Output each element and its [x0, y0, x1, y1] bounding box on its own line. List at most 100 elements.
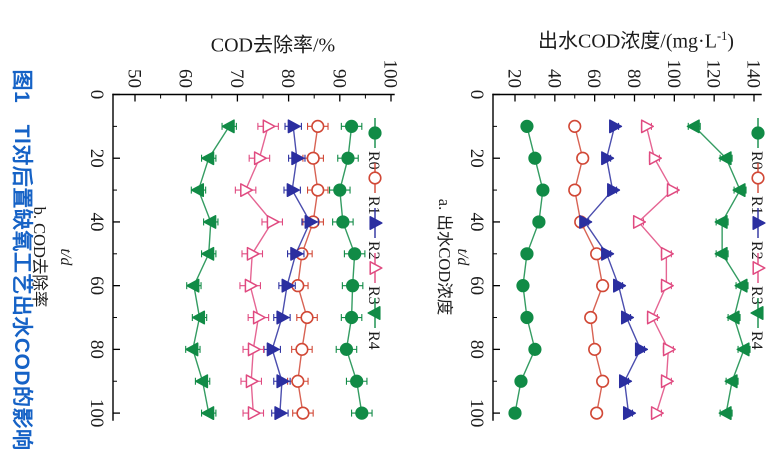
data-point-marker — [306, 151, 320, 165]
x-tick-label: 20 — [86, 149, 107, 168]
data-point-marker — [514, 374, 528, 388]
data-point-marker — [618, 374, 633, 389]
y-tick-label: 60 — [583, 69, 604, 88]
x-tick-label: 60 — [466, 276, 487, 295]
data-point-marker — [348, 247, 362, 261]
data-point-marker — [296, 406, 310, 420]
legend-item-R3: R3 — [748, 253, 766, 305]
data-point-marker — [640, 119, 655, 134]
x-tick-label: 80 — [466, 340, 487, 359]
data-point-marker — [274, 406, 288, 421]
chart-b-title-text: COD去除率/% — [210, 34, 336, 57]
y-tick-label: 140 — [743, 60, 764, 89]
data-point-marker — [339, 342, 354, 356]
data-point-marker — [686, 119, 700, 134]
y-tick-label: 60 — [175, 69, 196, 88]
data-point-marker — [520, 247, 534, 261]
data-point-marker — [732, 183, 746, 198]
legend-label: R2 — [748, 241, 765, 260]
x-tick-label: 100 — [466, 399, 487, 428]
data-point-marker — [714, 214, 728, 229]
x-tick-label: 100 — [86, 399, 107, 428]
legend-marker-triangle-down — [750, 306, 764, 320]
data-point-marker — [718, 406, 732, 421]
data-point-marker — [520, 310, 534, 325]
legend-item-R0: R0 — [748, 118, 765, 170]
data-point-marker — [344, 119, 359, 133]
data-point-marker — [734, 278, 748, 293]
y-tick-label: 20 — [504, 69, 525, 88]
legend-label: R0 — [365, 151, 382, 170]
legend-label: R3 — [748, 286, 765, 305]
legend-marker-circle — [368, 126, 382, 140]
data-point-marker — [724, 374, 738, 389]
data-point-marker — [311, 119, 325, 133]
data-point-marker — [186, 278, 200, 293]
series-line — [693, 125, 745, 414]
data-point-marker — [648, 151, 662, 166]
data-point-marker — [532, 215, 546, 229]
series-a-R0 — [508, 119, 550, 420]
data-point-marker — [262, 119, 276, 134]
data-point-marker — [190, 183, 205, 198]
legend-item-R2: R2 — [748, 208, 766, 260]
y-tick-label: 50 — [124, 69, 145, 88]
data-point-marker — [516, 279, 530, 293]
data-point-marker — [609, 119, 623, 134]
data-point-marker — [634, 342, 649, 357]
data-point-marker — [240, 183, 254, 198]
data-point-marker — [276, 310, 290, 325]
series-a-R1 — [568, 119, 610, 420]
data-point-marker — [590, 406, 604, 420]
data-point-marker — [576, 151, 590, 165]
legend-label: R1 — [748, 196, 765, 215]
data-point-marker — [660, 278, 674, 293]
data-point-marker — [195, 374, 209, 389]
chart-a: 20 40 60 80 100 120 140 0 20 40 60 80 100 R0 R1 R2 R3 R4 — [466, 60, 766, 428]
y-tick-label: 80 — [623, 69, 644, 88]
x-tick-label: 0 — [466, 90, 487, 100]
series-line — [574, 126, 604, 414]
series-line — [339, 126, 363, 414]
data-point-marker — [726, 310, 740, 325]
series-b-R4 — [185, 119, 237, 421]
data-point-marker — [590, 247, 604, 261]
data-point-marker — [291, 374, 305, 388]
legend-marker-triangle-up — [369, 261, 383, 275]
series-line — [244, 126, 274, 414]
data-point-marker — [185, 342, 199, 357]
data-point-marker — [281, 278, 295, 293]
data-point-marker — [718, 151, 732, 166]
series-a-R3 — [632, 119, 680, 421]
figure-caption: 图1 Tl对后置缺氧工艺出水COD的影响 — [10, 69, 33, 451]
legend-label: R4 — [748, 331, 765, 350]
legend-marker-triangle-down — [367, 306, 381, 320]
data-point-marker — [736, 342, 750, 357]
data-point-marker — [304, 214, 318, 229]
data-point-marker — [276, 374, 290, 389]
legend-label: R1 — [365, 196, 382, 215]
chart-a-title-close: ) — [727, 30, 734, 53]
legend-label: R3 — [365, 286, 382, 305]
data-point-marker — [355, 406, 369, 420]
legend-item-R1: R1 — [365, 163, 382, 215]
data-point-marker — [579, 214, 593, 229]
data-point-marker — [568, 183, 582, 197]
chart-a-axes — [492, 93, 762, 421]
chart-a-title-superscript: -1 — [716, 29, 728, 43]
legend-item-R4: R4 — [365, 298, 382, 350]
series-line — [637, 126, 674, 414]
data-point-marker — [201, 246, 215, 261]
data-point-marker — [290, 246, 304, 261]
data-point-marker — [245, 374, 259, 389]
legend-item-R0: R0 — [365, 118, 382, 170]
data-point-marker — [191, 310, 206, 325]
y-tick-label: 120 — [703, 60, 724, 89]
chart-a-axis-title: 出水COD浓度/(mg·L-1) — [486, 23, 778, 53]
legend-item-R4: R4 — [748, 298, 765, 350]
data-point-marker — [528, 151, 542, 165]
data-point-marker — [203, 214, 217, 229]
data-point-marker — [201, 406, 215, 421]
